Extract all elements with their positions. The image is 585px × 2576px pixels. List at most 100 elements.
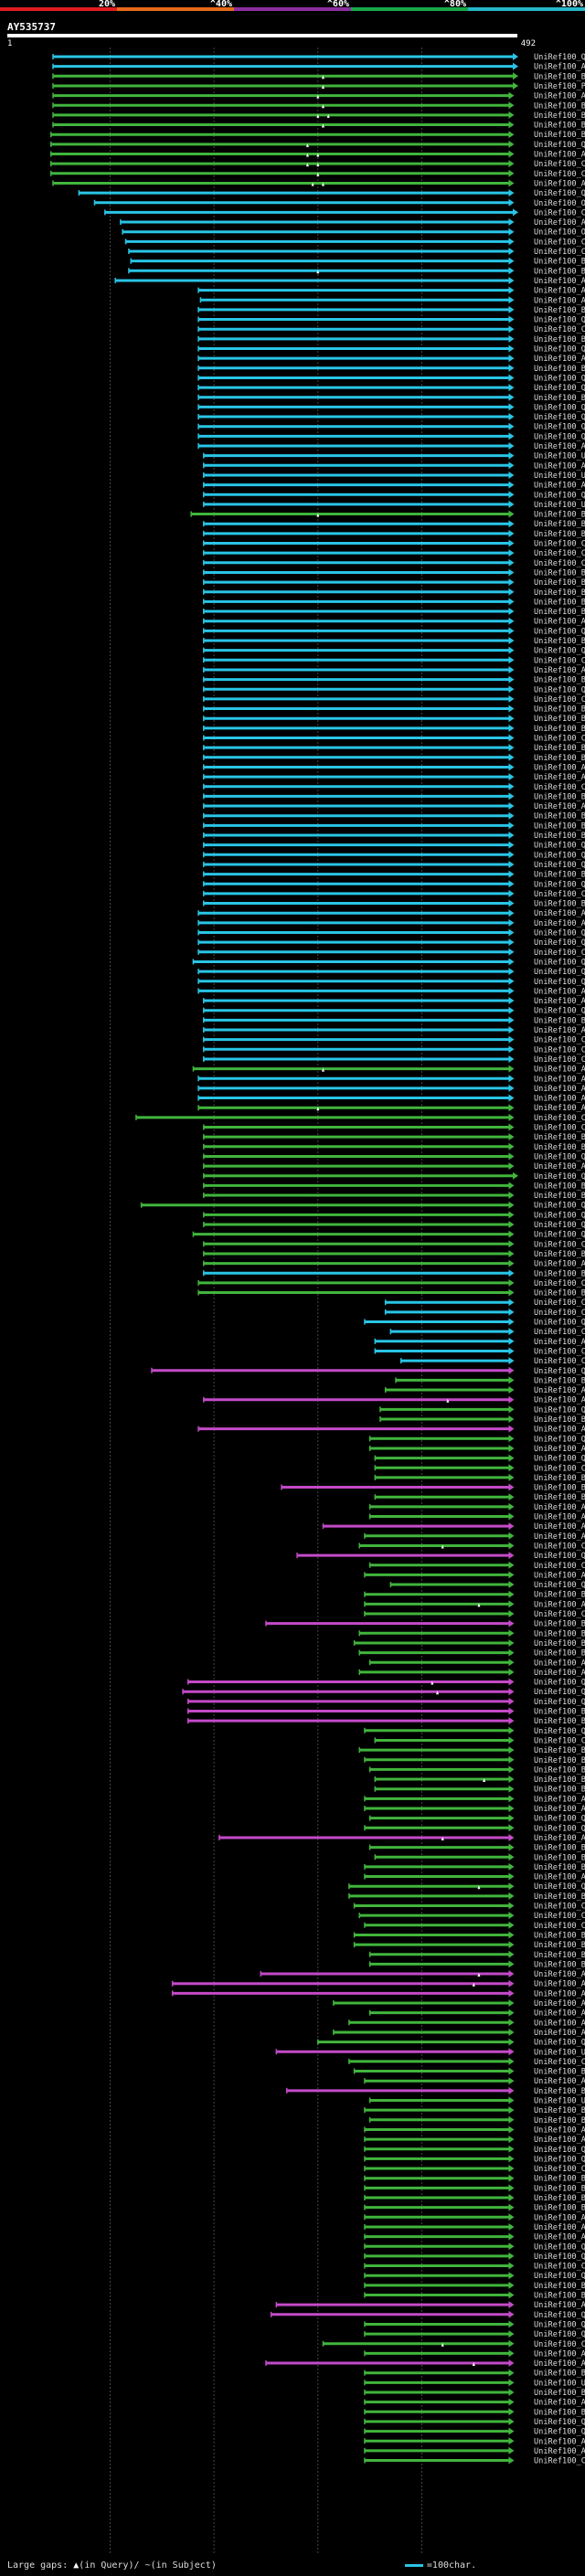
hit-label[interactable]: UniRef100_Q76DY3 <box>534 861 585 870</box>
hit-label[interactable]: UniRef100_B8B3U7 <box>534 2194 585 2203</box>
hit-label[interactable]: UniRef100_B8B3U5 <box>534 2204 585 2213</box>
hit-label[interactable]: UniRef100_B9GYL1 <box>534 2175 585 2184</box>
hit-label[interactable]: UniRef100_B9RNP4 <box>534 335 585 345</box>
hit-label[interactable]: UniRef100_B9I5Z2 <box>534 792 585 801</box>
hit-label[interactable]: UniRef100_B0RZ1F <box>534 2292 585 2301</box>
hit-label[interactable]: UniRef100_A9SV54 <box>534 1065 585 1075</box>
hit-label[interactable]: UniRef100_A9S783 <box>534 296 585 305</box>
hit-label[interactable]: UniRef100_C1E699 <box>534 1299 585 1308</box>
hit-label[interactable]: UniRef100_B9HFC8 <box>534 725 585 734</box>
hit-label[interactable]: UniRef100_A9NR19 <box>534 2447 585 2456</box>
hit-label[interactable]: UniRef100_Q94VR7 <box>534 842 585 851</box>
hit-label[interactable]: UniRef100_A3A4R7 <box>534 2213 585 2222</box>
hit-label[interactable]: UniRef100_C1MGM7 <box>534 1328 585 1337</box>
hit-label[interactable]: UniRef100_C5YCX7 <box>534 1562 585 1571</box>
hit-label[interactable]: UniRef100_C4HEJ3 <box>534 1055 585 1065</box>
hit-label[interactable]: UniRef100_B4F991 <box>534 1960 585 1969</box>
hit-label[interactable]: UniRef100_O49741 <box>534 199 585 208</box>
hit-label[interactable]: UniRef100_C6TFX9 <box>534 2457 585 2466</box>
hit-label[interactable]: UniRef100_Q8LQW5 <box>534 1824 585 1833</box>
hit-label[interactable]: UniRef100_C5Z0U6 <box>534 2263 585 2272</box>
hit-label[interactable]: UniRef100_Q8LFS2 <box>534 1581 585 1590</box>
hit-label[interactable]: UniRef100_C5WTZ1 <box>534 1912 585 1921</box>
hit-label[interactable]: UniRef100_B9RFN0 <box>534 676 585 685</box>
hit-label[interactable]: UniRef100_UP1000.. <box>534 2048 585 2057</box>
hit-label[interactable]: UniRef100_B4FTF1 <box>534 1786 585 1795</box>
hit-label[interactable]: UniRef100_Q30L96 <box>534 880 585 889</box>
hit-label[interactable]: UniRef100_B9FQD6 <box>534 394 585 403</box>
hit-label[interactable]: UniRef100_B9S1I0 <box>534 832 585 841</box>
hit-label[interactable]: UniRef100_A9SW24 <box>534 909 585 918</box>
hit-label[interactable]: UniRef100_Q8LMY5 <box>534 1231 585 1240</box>
hit-label[interactable]: UniRef100_Q8L1Z3 <box>534 141 585 150</box>
hit-label[interactable]: UniRef100_A2WUZ9 <box>534 151 585 160</box>
hit-label[interactable]: UniRef100_Q4FGR7 <box>534 1367 585 1376</box>
hit-label[interactable]: UniRef100_B9H8S7 <box>534 608 585 617</box>
hit-label[interactable]: UniRef100_Q8VZP4 <box>534 958 585 967</box>
hit-label[interactable]: UniRef100_A7QU30 <box>534 2136 585 2145</box>
hit-label[interactable]: UniRef100_B6STZ1 <box>534 258 585 267</box>
hit-label[interactable]: UniRef100_C5XFX3 <box>534 1347 585 1356</box>
hit-label[interactable]: UniRef100_B7FH17 <box>534 1931 585 1940</box>
hit-label[interactable]: UniRef100_Q0LAU9 <box>534 423 585 432</box>
hit-label[interactable]: UniRef100_A7PJW2 <box>534 1999 585 2009</box>
hit-label[interactable]: UniRef100_C5XJF8 <box>534 1610 585 1619</box>
hit-label[interactable]: UniRef100_Q5C49 <box>534 2418 585 2427</box>
hit-label[interactable]: UniRef100_B6T829 <box>534 1863 585 1872</box>
hit-label[interactable]: UniRef100_C5YSH3 <box>534 1240 585 1249</box>
hit-label[interactable]: UniRef100_UP1000.. <box>534 2097 585 2106</box>
hit-label[interactable]: UniRef100_C0HF44 <box>534 248 585 257</box>
hit-label[interactable]: UniRef100_B8BJ16 <box>534 1143 585 1152</box>
hit-label[interactable]: UniRef100_A8I5K7 <box>534 1532 585 1542</box>
hit-label[interactable]: UniRef100_A4S046 <box>534 1338 585 1347</box>
hit-label[interactable]: UniRef100_A7PE82 <box>534 2125 585 2135</box>
hit-label[interactable]: UniRef100_Q8LIG0 <box>534 2428 585 2437</box>
hit-label[interactable]: UniRef100_B9TF0 <box>534 131 585 140</box>
hit-label[interactable]: UniRef100_B6TQB9 <box>534 520 585 529</box>
hit-label[interactable]: UniRef100_C5XV62 <box>534 540 585 549</box>
hit-label[interactable]: UniRef100_C4HGP7 <box>534 1045 585 1055</box>
hit-label[interactable]: UniRef100_B9FTU8 <box>534 2184 585 2193</box>
hit-label[interactable]: UniRef100_A9TUW0 <box>534 1989 585 1998</box>
hit-label[interactable]: UniRef100_Q9FJ10 <box>534 2320 585 2329</box>
hit-label[interactable]: UniRef100_C1MNX8 <box>534 1736 585 1745</box>
hit-label[interactable]: UniRef100_A9NX10 <box>534 2437 585 2446</box>
hit-label[interactable]: UniRef100_C5E2N1 <box>534 2340 585 2349</box>
hit-label[interactable]: UniRef100_A4F9D9 <box>534 1104 585 1113</box>
hit-label[interactable]: UniRef100_C6TM96 <box>534 735 585 744</box>
hit-label[interactable]: UniRef100_Q6F2Z7 <box>534 189 585 198</box>
hit-label[interactable]: UniRef100_A9P2I8 <box>534 1970 585 1979</box>
hit-label[interactable]: UniRef100_A5BCR3 <box>534 2019 585 2028</box>
hit-label[interactable]: UniRef100_B9EW44 <box>534 1853 585 1862</box>
hit-label[interactable]: UniRef100_A7P8V5 <box>534 2009 585 2019</box>
hit-label[interactable]: UniRef100_B9RPB1 <box>534 1016 585 1025</box>
hit-label[interactable]: UniRef100_B8AWG7 <box>534 1639 585 1648</box>
hit-label[interactable]: UniRef100_B7ZY77 <box>534 578 585 588</box>
hit-label[interactable]: UniRef100_A9SZ30 <box>534 1834 585 1843</box>
hit-label[interactable]: UniRef100_A4R9S3 <box>534 1386 585 1395</box>
hit-label[interactable]: UniRef100_C6TAU4 <box>534 656 585 665</box>
hit-label[interactable]: UniRef100_B4DIX4 <box>534 2282 585 2291</box>
hit-label[interactable]: UniRef100_B8ACR6 <box>534 1133 585 1142</box>
hit-label[interactable]: UniRef100_A5C216 <box>534 1805 585 1814</box>
hit-label[interactable]: UniRef100_B7JW05 <box>534 1591 585 1600</box>
hit-label[interactable]: UniRef100_O49743 <box>534 228 585 238</box>
hit-label[interactable]: UniRef100_B8A75L <box>534 1493 585 1502</box>
hit-label[interactable]: UniRef100_Q76DY0 <box>534 345 585 355</box>
hit-label[interactable]: UniRef100_C5Z1B9 <box>534 160 585 169</box>
hit-label[interactable]: UniRef100_B6TS85 <box>534 1649 585 1659</box>
hit-label[interactable]: UniRef100_A5BZJ0 <box>534 63 585 72</box>
hit-label[interactable]: UniRef100_Q76DY2 <box>534 403 585 412</box>
hit-label[interactable]: UniRef100_B9A2G3 <box>534 568 585 578</box>
hit-label[interactable]: UniRef100_Q76DY1 <box>534 316 585 325</box>
hit-label[interactable]: UniRef100_A5CHR4 <box>534 442 585 451</box>
hit-label[interactable]: UniRef100_B8AAR5 <box>534 1415 585 1425</box>
hit-label[interactable]: UniRef100_C0PAB3 <box>534 890 585 899</box>
hit-label[interactable]: UniRef100_Q9LTX0 <box>534 1221 585 1230</box>
hit-label[interactable]: UniRef100_C5YSN1 <box>534 1279 585 1288</box>
hit-label[interactable]: UniRef100_B9FAX1 <box>534 1250 585 1259</box>
hit-label[interactable]: UniRef100_A7PUU2 <box>534 1795 585 1804</box>
hit-label[interactable]: UniRef100_Q5NMR5 <box>534 2039 585 2048</box>
hit-label[interactable]: UniRef100_A4RTA3 <box>534 1503 585 1512</box>
hit-label[interactable]: UniRef100_B6TB68 <box>534 900 585 909</box>
